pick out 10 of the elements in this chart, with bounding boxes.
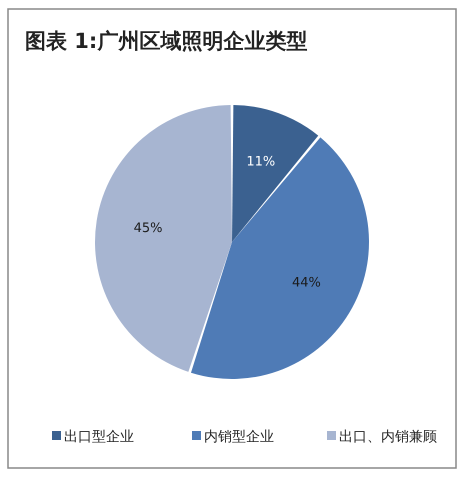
legend-label: 内销型企业: [204, 428, 274, 445]
chart-title: 图表 1:广州区域照明企业类型: [25, 29, 308, 53]
legend-label: 出口、内销兼顾: [339, 428, 437, 445]
data-label: 45%: [134, 221, 163, 236]
data-label: 11%: [246, 154, 276, 170]
pie-slice: [232, 105, 318, 242]
pie-slice: [190, 137, 369, 379]
legend-label: 出口型企业: [64, 428, 134, 445]
data-label: 44%: [292, 275, 321, 290]
pie-slice: [95, 105, 232, 372]
